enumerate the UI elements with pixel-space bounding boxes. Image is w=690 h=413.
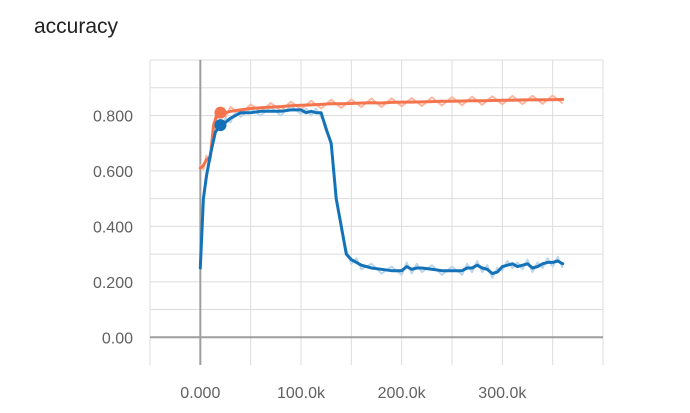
series-line-1 bbox=[198, 108, 565, 275]
y-tick-label: 0.200 bbox=[93, 275, 133, 292]
series-line-0 bbox=[198, 97, 565, 170]
highlight-point bbox=[214, 119, 227, 132]
series-raw-line-1 bbox=[199, 104, 564, 279]
highlight-points bbox=[214, 106, 227, 132]
y-tick-label: 0.800 bbox=[93, 108, 133, 125]
y-tick-label: 0.600 bbox=[93, 164, 133, 181]
x-tick-label: 300.0k bbox=[478, 385, 527, 402]
x-tick-label: 200.0k bbox=[378, 385, 427, 402]
raw-series-layer bbox=[199, 94, 564, 279]
y-tick-label: 0.400 bbox=[93, 219, 133, 236]
highlight-point bbox=[214, 106, 227, 119]
smoothed-series-layer bbox=[198, 97, 565, 275]
x-tick-labels: 0.000 100.0k 200.0k 300.0k bbox=[180, 385, 527, 402]
x-tick-label: 0.000 bbox=[180, 385, 220, 402]
grid-lines bbox=[149, 59, 604, 365]
chart-title: accuracy bbox=[34, 15, 119, 38]
y-tick-labels: 0.00 0.200 0.400 0.600 0.800 bbox=[93, 108, 133, 347]
y-tick-label: 0.00 bbox=[102, 330, 133, 347]
zero-axes bbox=[150, 60, 603, 365]
x-tick-label: 100.0k bbox=[277, 385, 326, 402]
series-raw-line-0 bbox=[199, 94, 564, 171]
